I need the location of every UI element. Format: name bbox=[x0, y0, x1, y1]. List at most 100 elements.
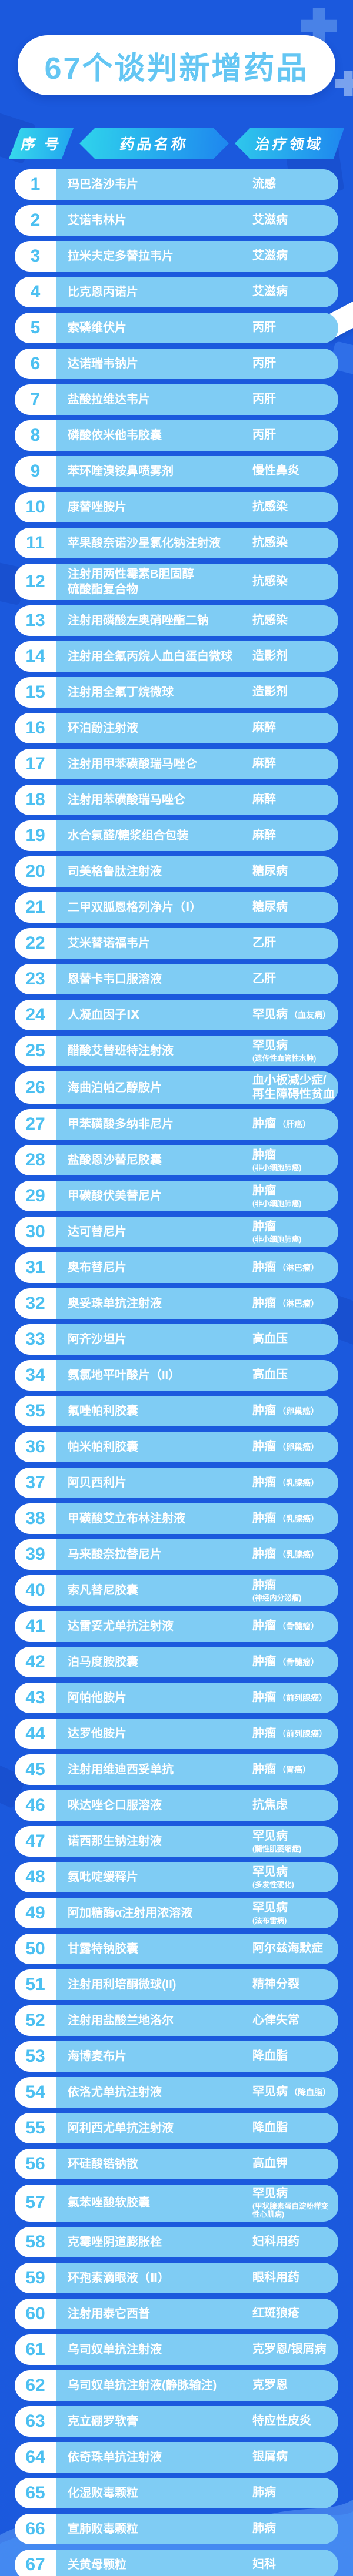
table-row: 65 化湿败毒颗粒 肺病 bbox=[15, 2477, 338, 2508]
drug-name: 注射用全氟丁烷微球 bbox=[68, 686, 174, 699]
treatment-area-label: 丙肝 bbox=[252, 357, 276, 370]
row-number: 11 bbox=[15, 528, 56, 558]
row-body: 化湿败毒颗粒 肺病 bbox=[56, 2477, 338, 2508]
row-number: 57 bbox=[15, 2185, 56, 2222]
row-body: 艾米替诺福韦片 乙肝 bbox=[56, 928, 338, 959]
treatment-area: 罕见病 (遗传性血管性水肿) bbox=[245, 1037, 338, 1065]
treatment-area: 阿尔兹海默症 bbox=[245, 1939, 338, 1958]
treatment-area: 麻醉 bbox=[245, 790, 338, 809]
row-number: 25 bbox=[15, 1036, 56, 1066]
drug-name: 盐酸恩沙替尼胶囊 bbox=[68, 1154, 162, 1167]
treatment-area: 肿瘤 （乳腺癌） bbox=[245, 1509, 338, 1528]
treatment-note: （卵巢癌） bbox=[278, 1406, 319, 1416]
drug-name: 甲苯磺酸多纳非尼片 bbox=[68, 1118, 174, 1131]
drug-name: 苯环喹溴铵鼻喷雾剂 bbox=[68, 465, 174, 478]
treatment-area: 流感 bbox=[245, 175, 338, 194]
row-number: 8 bbox=[15, 420, 56, 451]
row-number: 45 bbox=[15, 1754, 56, 1786]
table-row: 38 甲磺酸艾立布林注射液 肿瘤 （乳腺癌） bbox=[15, 1503, 338, 1535]
treatment-area-label: 妇科用药 bbox=[252, 2235, 299, 2248]
treatment-area-label: 肿瘤 bbox=[252, 1220, 276, 1234]
row-body: 拉米夫定多替拉韦片 艾滋病 bbox=[56, 241, 338, 272]
treatment-area-label: 罕见病 bbox=[252, 1865, 288, 1879]
drug-name: 甲磺酸伏美替尼片 bbox=[68, 1190, 162, 1203]
treatment-area-label: 克罗恩/银屑病 bbox=[252, 2342, 327, 2356]
row-body: 诺西那生钠注射液 罕见病 (髓性肌萎缩症) bbox=[56, 1826, 338, 1857]
treatment-area: 肿瘤 （前列腺癌） bbox=[245, 1724, 338, 1743]
table-row: 20 司美格鲁肽注射液 糖尿病 bbox=[15, 856, 338, 887]
row-body: 阿加糖酶α注射用浓溶液 罕见病 (法布雷病) bbox=[56, 1898, 338, 1929]
row-number: 54 bbox=[15, 2077, 56, 2108]
row-number: 49 bbox=[15, 1898, 56, 1929]
treatment-note: （乳腺癌） bbox=[278, 1514, 319, 1524]
treatment-area: 高血压 bbox=[245, 1330, 338, 1349]
row-number: 47 bbox=[15, 1826, 56, 1857]
table-row: 15 注射用全氟丁烷微球 造影剂 bbox=[15, 677, 338, 708]
row-number: 36 bbox=[15, 1432, 56, 1463]
row-body: 阿帕他胺片 肿瘤 （前列腺癌） bbox=[56, 1683, 338, 1714]
row-body: 海曲泊帕乙醇胺片 血小板减少症/ 再生障碍性贫血 bbox=[56, 1071, 338, 1104]
drug-name: 乌司奴单抗注射液 bbox=[68, 2343, 162, 2356]
drug-name: 注射用全氟丙烷人血白蛋白微球 bbox=[68, 650, 232, 663]
drug-name: 索凡替尼胶囊 bbox=[68, 1584, 138, 1597]
row-body: 人凝血因子Ⅸ 罕见病 （血友病） bbox=[56, 1000, 338, 1030]
table-row: 50 甘露特钠胶囊 阿尔兹海默症 bbox=[15, 1934, 338, 1965]
page-title: 67个谈判新增药品 bbox=[18, 35, 335, 95]
table-row: 40 索凡替尼胶囊 肿瘤 (神经内分泌瘤) bbox=[15, 1575, 338, 1606]
treatment-area-label: 肿瘤 bbox=[252, 1727, 276, 1740]
treatment-area-label: 红斑狼疮 bbox=[252, 2306, 299, 2320]
treatment-note: （胃癌） bbox=[278, 1765, 311, 1775]
table-row: 10 康替唑胺片 抗感染 bbox=[15, 492, 338, 522]
row-number: 33 bbox=[15, 1324, 56, 1355]
treatment-area: 艾滋病 bbox=[245, 247, 338, 266]
row-body: 克霉唑阴道膨胀栓 妇科用药 bbox=[56, 2226, 338, 2257]
table-row: 52 注射用盐酸兰地洛尔 心律失常 bbox=[15, 2005, 338, 2036]
treatment-area-label: 丙肝 bbox=[252, 393, 276, 406]
row-number: 7 bbox=[15, 384, 56, 415]
treatment-area-label: 乙肝 bbox=[252, 972, 276, 986]
drug-name: 阿帕他胺片 bbox=[68, 1691, 126, 1705]
row-number: 59 bbox=[15, 2262, 56, 2293]
drug-name: 帕米帕利胶囊 bbox=[68, 1441, 138, 1454]
row-body: 达可替尼片 肿瘤 (非小细胞肺癌) bbox=[56, 1217, 338, 1248]
treatment-area: 罕见病 （降血脂） bbox=[245, 2083, 338, 2102]
drug-name: 海博麦布片 bbox=[68, 2050, 126, 2064]
row-number: 39 bbox=[15, 1539, 56, 1570]
treatment-area-label: 降血脂 bbox=[252, 2121, 288, 2135]
row-body: 康替唑胺片 抗感染 bbox=[56, 492, 338, 522]
drug-name: 奥妥珠单抗注射液 bbox=[68, 1297, 162, 1311]
row-number: 27 bbox=[15, 1109, 56, 1140]
row-body: 注射用利培酮微球(II) 精神分裂 bbox=[56, 1969, 338, 2001]
row-number: 20 bbox=[15, 856, 56, 887]
row-body: 环泊酚注射液 麻醉 bbox=[56, 713, 338, 743]
table-row: 5 索磷维伏片 丙肝 bbox=[15, 313, 338, 343]
treatment-area-label: 肿瘤 bbox=[252, 1619, 276, 1633]
treatment-note: （乳腺癌） bbox=[278, 1478, 319, 1488]
treatment-note: （乳腺癌） bbox=[278, 1550, 319, 1560]
drug-name: 艾诺韦林片 bbox=[68, 214, 126, 227]
row-number: 17 bbox=[15, 749, 56, 779]
row-body: 注射用盐酸兰地洛尔 心律失常 bbox=[56, 2005, 338, 2036]
row-number: 46 bbox=[15, 1790, 56, 1821]
treatment-area: 乙肝 bbox=[245, 970, 338, 989]
table-row: 55 阿利西尤单抗注射液 降血脂 bbox=[15, 2113, 338, 2144]
treatment-area: 肿瘤 （肝癌） bbox=[245, 1115, 338, 1134]
treatment-area-label: 乙肝 bbox=[252, 936, 276, 950]
row-body: 环硅酸锆钠散 高血钾 bbox=[56, 2149, 338, 2180]
row-body: 氯苯唑酸软胶囊 罕见病 (甲状腺素蛋白淀粉样变性心肌病) bbox=[56, 2185, 338, 2222]
row-body: 依奇珠单抗注射液 银屑病 bbox=[56, 2441, 338, 2473]
row-body: 恩替卡韦口服溶液 乙肝 bbox=[56, 964, 338, 994]
row-body: 克立硼罗软膏 特应性皮炎 bbox=[56, 2406, 338, 2437]
table-row: 19 水合氯醛/糖浆组合包装 麻醉 bbox=[15, 820, 338, 851]
drug-name: 玛巴洛沙韦片 bbox=[68, 178, 138, 191]
row-number: 34 bbox=[15, 1360, 56, 1391]
row-body: 甘露特钠胶囊 阿尔兹海默症 bbox=[56, 1934, 338, 1965]
treatment-area: 乙肝 bbox=[245, 934, 338, 953]
row-number: 1 bbox=[15, 169, 56, 200]
drug-name: 盐酸拉维达韦片 bbox=[68, 393, 150, 406]
row-body: 二甲双胍恩格列净片（Ⅰ） 糖尿病 bbox=[56, 892, 338, 923]
treatment-area: 心律失常 bbox=[245, 2011, 338, 2030]
treatment-area: 罕见病 (多发性硬化) bbox=[245, 1863, 338, 1891]
treatment-area-label: 糖尿病 bbox=[252, 900, 288, 914]
